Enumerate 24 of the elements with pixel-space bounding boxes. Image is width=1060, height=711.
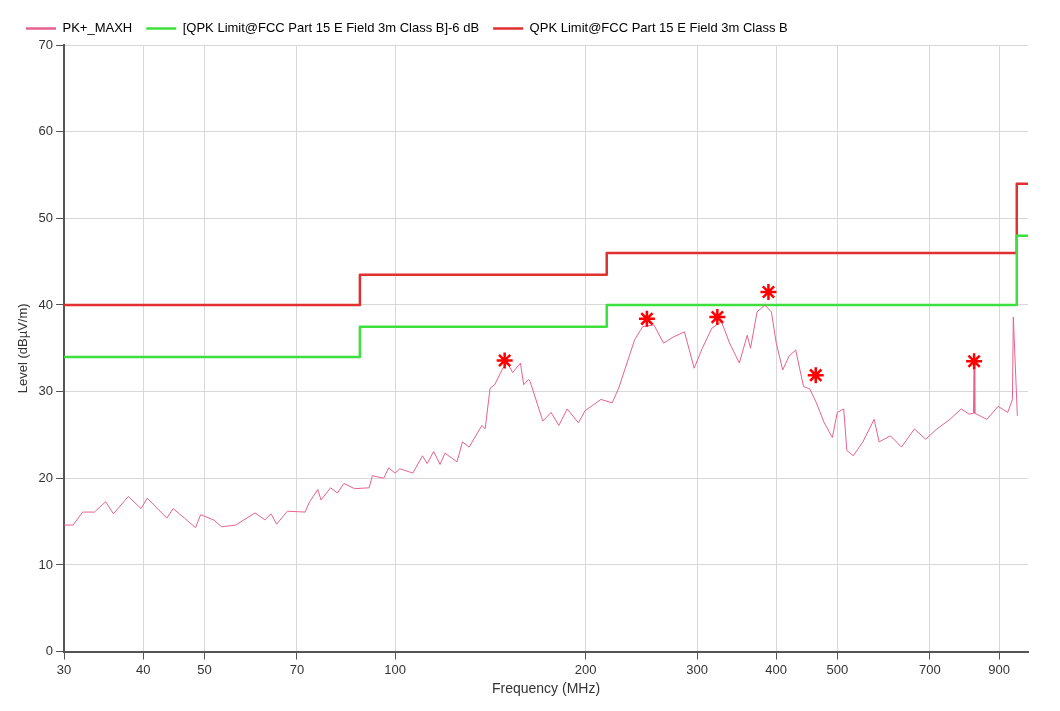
y-tick-label: 10 — [38, 556, 54, 572]
x-tick-label: 200 — [574, 661, 597, 677]
y-tick-label: 70 — [38, 36, 54, 52]
x-tick-label: 400 — [765, 661, 787, 677]
legend-label: PK+_MAXH — [62, 20, 133, 36]
y-tick-label: 40 — [38, 296, 54, 312]
x-tick-label: 40 — [135, 661, 151, 677]
legend-label: QPK Limit@FCC Part 15 E Field 3m Class B — [529, 20, 788, 36]
y-tick-label: 0 — [45, 643, 54, 659]
x-tick-label: 50 — [197, 661, 212, 677]
x-tick-label: 500 — [826, 661, 849, 677]
y-axis-title: Level (dBµV/m) — [15, 303, 31, 394]
y-tick-label: 50 — [38, 209, 54, 225]
x-tick-label: 300 — [686, 661, 708, 677]
y-tick-label: 20 — [38, 469, 54, 485]
y-tick-label: 30 — [38, 383, 54, 399]
x-tick-label: 700 — [919, 661, 941, 677]
x-tick-label: 100 — [384, 661, 406, 677]
x-axis-title: Frequency (MHz) — [491, 680, 601, 697]
x-tick-label: 70 — [289, 661, 305, 677]
x-tick-label: 30 — [56, 661, 72, 677]
y-tick-label: 60 — [38, 123, 54, 139]
legend-label: [QPK Limit@FCC Part 15 E Field 3m Class B]-6 dB — [182, 20, 480, 36]
x-tick-label: 900 — [988, 661, 1010, 677]
